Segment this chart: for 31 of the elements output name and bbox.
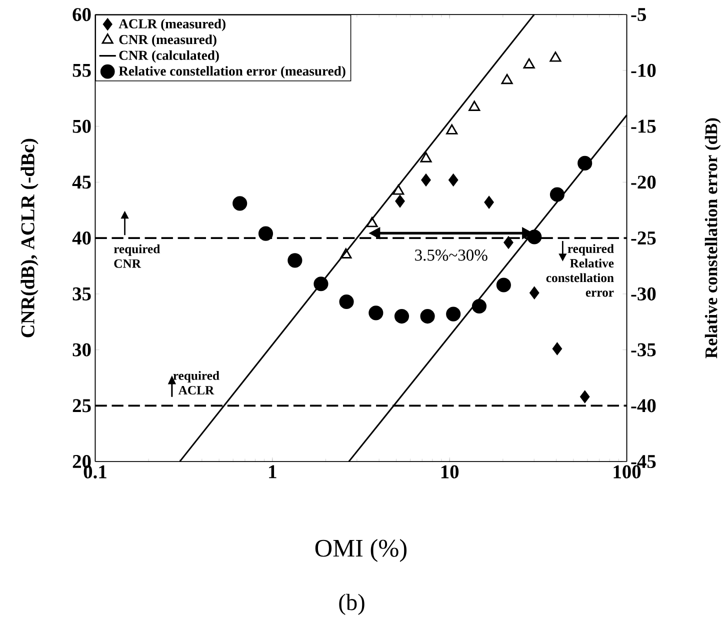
x-tick-label: 10 — [441, 466, 459, 479]
x-tick-label: 100 — [614, 466, 641, 479]
legend-label: Relative constellation error (measured) — [118, 66, 346, 79]
y-axis-title: CNR(dB), ACLR (-dBc) — [20, 139, 38, 338]
legend-label: required ACLR — [173, 371, 220, 395]
y-tick-label: 60 — [72, 8, 91, 22]
y-tick-label: 55 — [72, 64, 91, 78]
y-tick-label: 35 — [72, 288, 91, 301]
y-tick-label: 25 — [72, 399, 91, 412]
y2-tick-label: -40 — [631, 399, 656, 412]
annotation: 3.5%~30% — [415, 250, 488, 261]
y2-tick-label: -25 — [631, 232, 656, 245]
legend-label: CNR (calculated) — [119, 50, 219, 63]
x-axis-title: OMI (%) — [315, 539, 407, 562]
y2-axis-title: Relative constellation error (dB) — [704, 118, 721, 359]
text: (b) — [339, 594, 364, 616]
y-tick-label: 50 — [72, 120, 91, 134]
y2-tick-label: -20 — [631, 176, 656, 189]
x-tick-label: 1 — [269, 465, 276, 478]
y2-tick-label: -10 — [631, 64, 656, 78]
y2-tick-label: -30 — [631, 288, 656, 301]
y2-tick-label: -5 — [631, 8, 646, 22]
y-tick-label: 30 — [72, 343, 91, 357]
ref-line-label: required CNR — [114, 244, 160, 268]
y-tick-label: 45 — [72, 176, 91, 189]
y2-tick-label: -35 — [631, 344, 656, 357]
legend-label: CNR (measured) — [119, 34, 216, 48]
y-tick-label: 40 — [72, 232, 91, 245]
y2-tick-label: -15 — [631, 120, 656, 134]
annotation: required Relative constellation error — [546, 244, 614, 297]
legend-label: ACLR (measured) — [118, 19, 226, 32]
